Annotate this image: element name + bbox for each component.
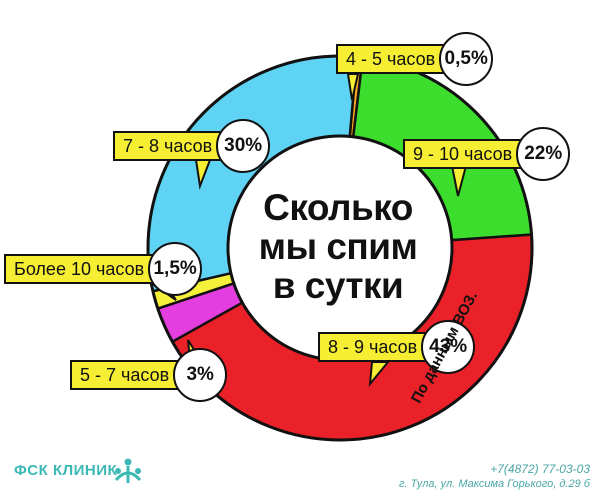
category-label-8-9-hours: 8 - 9 часов xyxy=(318,332,428,362)
callout-pointer-8-9-hours xyxy=(368,361,391,388)
callout-5-7-hours: 5 - 7 часов 3% xyxy=(70,348,228,402)
callout-7-8-hours: 7 - 8 часов 30% xyxy=(113,119,271,173)
callout-9-10-hours: 9 - 10 часов 22% xyxy=(403,127,571,181)
chart-title-line-3: в сутки xyxy=(272,265,404,306)
contact-address: г. Тула, ул. Максима Горького, д.29 б xyxy=(398,478,590,490)
clinic-logo-icon xyxy=(114,458,142,483)
contact-phone: +7(4872) 77-03-03 xyxy=(490,462,590,476)
category-label-4-5-hours: 4 - 5 часов xyxy=(336,44,446,74)
callout-over-10-hours: Более 10 часов 1,5% xyxy=(4,242,203,296)
chart-title: Сколько мы спим в сутки xyxy=(238,188,438,305)
value-label-8-9-hours: 43% xyxy=(421,320,476,374)
value-label-5-7-hours: 3% xyxy=(173,348,228,402)
value-label-4-5-hours: 0,5% xyxy=(439,32,494,86)
value-label-9-10-hours: 22% xyxy=(516,127,571,181)
category-label-7-8-hours: 7 - 8 часов xyxy=(113,131,223,161)
brand-name: ФСК КЛИНИК xyxy=(14,462,118,479)
chart-title-line-2: мы спим xyxy=(258,226,418,267)
value-label-7-8-hours: 30% xyxy=(216,119,271,173)
callout-8-9-hours: 8 - 9 часов 43% xyxy=(318,320,476,374)
chart-title-line-1: Сколько xyxy=(263,187,413,228)
category-label-9-10-hours: 9 - 10 часов xyxy=(403,139,523,169)
callout-pointer-4-5-hours xyxy=(346,73,360,101)
value-label-over-10-hours: 1,5% xyxy=(148,242,203,296)
callout-4-5-hours: 4 - 5 часов 0,5% xyxy=(336,32,494,86)
category-label-over-10-hours: Более 10 часов xyxy=(4,254,155,284)
category-label-5-7-hours: 5 - 7 часов xyxy=(70,360,180,390)
